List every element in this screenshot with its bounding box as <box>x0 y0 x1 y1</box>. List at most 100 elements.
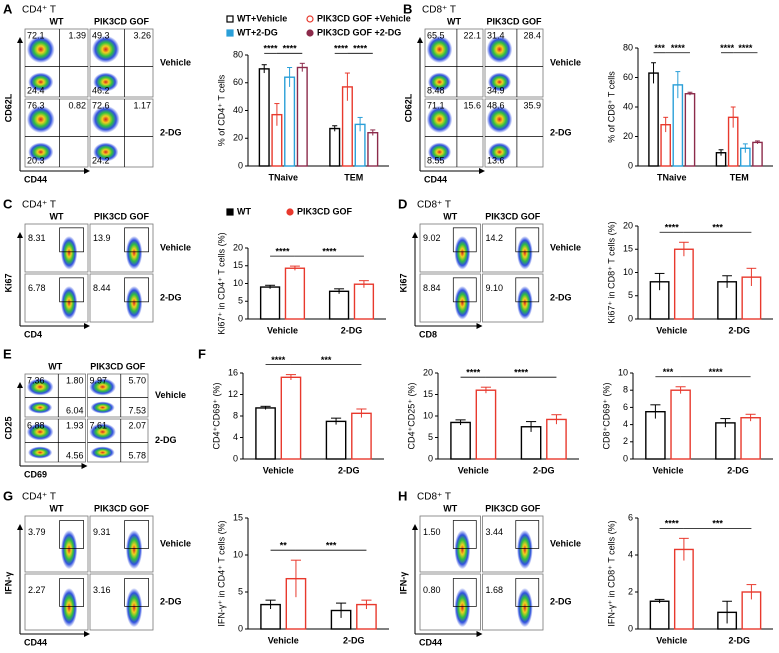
significance-label: *** <box>321 355 332 365</box>
y-tick-label: 5 <box>428 432 433 442</box>
plot-frame <box>482 573 544 631</box>
gate-percentage: 14.2 <box>486 233 504 243</box>
y-tick-label: 80 <box>623 42 633 52</box>
x-axis-label: CD44 <box>419 637 442 647</box>
panel-title: CD4⁺ T <box>22 200 56 211</box>
bar <box>258 68 270 167</box>
gate-percentage: 8.48 <box>427 85 445 95</box>
significance-label: **** <box>514 368 529 378</box>
cell-cluster <box>60 286 78 320</box>
y-axis-label: Ki67⁺ in CD8⁺ T cells (%) <box>606 221 616 323</box>
y-tick-label: 6 <box>628 512 633 522</box>
gate-percentage: 22.1 <box>463 30 481 40</box>
gate-percentage: 71.1 <box>427 100 445 110</box>
panel-letter: D <box>398 196 407 211</box>
gate-percentage: 35.9 <box>523 100 541 110</box>
cell-cluster <box>426 105 453 133</box>
bar <box>648 72 659 167</box>
gate-percentage: 65.5 <box>427 30 445 40</box>
plot-frame <box>24 273 89 323</box>
flow-plot: 72.1 1.39 24.4 <box>24 28 89 98</box>
y-tick-label: 0 <box>628 623 633 633</box>
gate-percentage: 31.4 <box>487 30 505 40</box>
legend-marker <box>226 208 234 216</box>
gate <box>452 578 477 607</box>
bar <box>475 389 497 460</box>
significance-label: **** <box>271 355 286 365</box>
y-tick-label: 2 <box>623 436 628 446</box>
row-label: 2-DG <box>160 292 182 302</box>
cell-cluster <box>125 236 143 270</box>
bar <box>351 412 372 460</box>
gate-percentage: 2.07 <box>128 420 146 430</box>
y-tick-label: 0 <box>238 313 243 323</box>
gate-percentage: 1.68 <box>486 585 504 595</box>
gate-percentage: 0.82 <box>68 100 86 110</box>
flow-plot: 1.50 <box>419 515 481 573</box>
y-tick-label: 15 <box>423 389 433 399</box>
significance-label: **** <box>738 43 753 53</box>
y-axis-label: CD4⁺CD69⁺ (%) <box>211 382 221 449</box>
significance-label: **** <box>665 223 680 233</box>
column-header: PIK3CD GOF <box>94 503 150 513</box>
gate-percentage: 20.3 <box>27 155 45 165</box>
panel-letter: F <box>198 346 206 361</box>
plot-frame <box>89 223 154 273</box>
y-tick-label: 10 <box>623 267 633 277</box>
gate <box>515 578 540 607</box>
row-label: Vehicle <box>160 242 191 252</box>
x-tick-label: Vehicle <box>263 465 294 475</box>
y-axis-label: CD25 <box>3 416 13 439</box>
significance-label: *** <box>712 519 723 529</box>
y-tick-label: 6 <box>623 402 628 412</box>
x-axis-label: CD44 <box>424 174 447 184</box>
gate-percentage: 15.6 <box>463 100 481 110</box>
plot-frame <box>419 573 481 631</box>
gate-percentage: 1.17 <box>133 100 151 110</box>
significance-label: **** <box>671 43 686 53</box>
flow-plot: 7.61 2.07 5.78 <box>87 418 149 463</box>
x-tick-label: Vehicle <box>656 325 687 335</box>
plot-frame <box>89 273 154 323</box>
y-tick-label: 20 <box>233 133 243 143</box>
y-tick-label: 10 <box>423 410 433 420</box>
y-tick-label: 0 <box>233 453 238 463</box>
x-axis-label: CD69 <box>24 469 47 479</box>
cell-cluster <box>89 378 116 396</box>
flow-plot: 65.5 22.1 8.48 <box>424 28 484 98</box>
row-label: 2-DG <box>160 596 182 606</box>
y-axis-label: IFN-γ <box>3 572 13 595</box>
y-tick-label: 10 <box>233 278 243 288</box>
panel-letter: A <box>3 1 13 16</box>
x-axis-label: CD44 <box>24 174 47 184</box>
gate-percentage: 1.39 <box>68 30 86 40</box>
bar <box>673 548 694 630</box>
plot-frame <box>419 273 481 323</box>
bar <box>280 376 302 460</box>
cell-cluster <box>427 72 452 92</box>
flow-plot: 3.44 <box>482 515 544 573</box>
bar <box>740 417 761 460</box>
cell-cluster <box>516 530 533 570</box>
y-axis-label: % of CD8⁺ T cells <box>606 71 616 143</box>
gate <box>515 227 540 253</box>
gate-percentage: 7.53 <box>128 405 146 415</box>
column-header: WT <box>50 211 64 221</box>
cell-cluster <box>93 142 119 162</box>
gate <box>452 277 477 303</box>
gate <box>59 227 84 253</box>
y-tick-label: 20 <box>423 367 433 377</box>
panel-title: CD4⁺ T <box>22 492 56 503</box>
row-label: 2-DG <box>550 292 572 302</box>
cell-cluster <box>28 401 53 414</box>
y-tick-label: 4 <box>623 419 628 429</box>
gate <box>59 277 84 303</box>
gate-percentage: 72.1 <box>27 30 45 40</box>
gate-percentage: 8.31 <box>28 233 46 243</box>
y-tick-label: 60 <box>233 77 243 87</box>
legend-marker <box>286 208 294 216</box>
x-tick-label: 2-DG <box>728 325 750 335</box>
cell-cluster <box>60 588 78 628</box>
cell-cluster <box>454 588 471 628</box>
cell-cluster <box>516 286 533 320</box>
